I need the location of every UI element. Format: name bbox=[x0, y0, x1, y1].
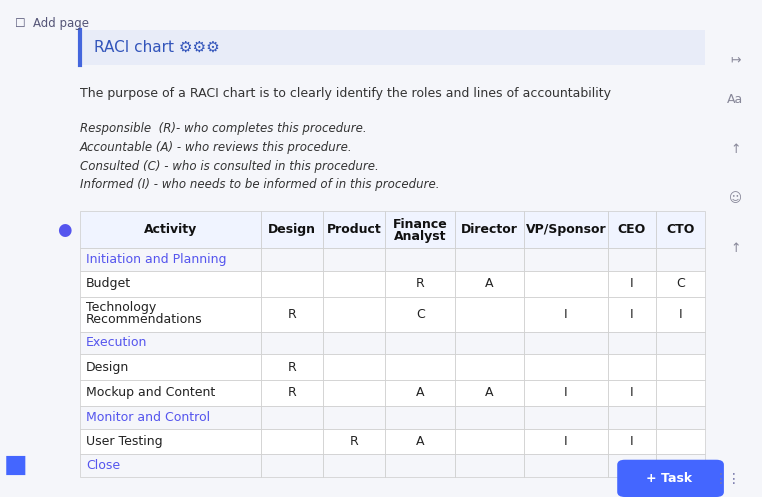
Text: I: I bbox=[630, 277, 634, 290]
Text: CTO: CTO bbox=[666, 223, 695, 236]
Text: Director: Director bbox=[461, 223, 518, 236]
Text: CEO: CEO bbox=[618, 223, 646, 236]
Text: Activity: Activity bbox=[144, 223, 197, 236]
Text: RACI chart ⚙️⚙️⚙️: RACI chart ⚙️⚙️⚙️ bbox=[94, 40, 219, 55]
Text: ●: ● bbox=[57, 221, 72, 239]
Text: I: I bbox=[679, 308, 682, 321]
Text: A: A bbox=[485, 277, 494, 290]
Text: I: I bbox=[630, 308, 634, 321]
Text: A: A bbox=[416, 435, 424, 448]
Text: Product: Product bbox=[327, 223, 382, 236]
Text: I: I bbox=[564, 308, 568, 321]
Text: ↑: ↑ bbox=[730, 242, 741, 255]
Text: C: C bbox=[676, 277, 685, 290]
Text: Finance: Finance bbox=[393, 218, 447, 231]
Text: Aa: Aa bbox=[727, 93, 744, 106]
Text: Consulted (C) - who is consulted in this procedure.: Consulted (C) - who is consulted in this… bbox=[80, 160, 379, 172]
Text: Execution: Execution bbox=[86, 336, 148, 349]
Text: Mockup and Content: Mockup and Content bbox=[86, 387, 216, 400]
Text: Analyst: Analyst bbox=[394, 230, 447, 243]
Text: Monitor and Control: Monitor and Control bbox=[86, 411, 210, 424]
Text: ■: ■ bbox=[3, 453, 27, 477]
Text: Initiation and Planning: Initiation and Planning bbox=[86, 253, 226, 266]
Text: Budget: Budget bbox=[86, 277, 131, 290]
Text: I: I bbox=[630, 387, 634, 400]
Text: R: R bbox=[416, 277, 424, 290]
Text: R: R bbox=[350, 435, 359, 448]
Text: Accountable (A) - who reviews this procedure.: Accountable (A) - who reviews this proce… bbox=[80, 141, 353, 154]
Text: + Task: + Task bbox=[646, 472, 692, 485]
Text: Informed (I) - who needs to be informed of in this procedure.: Informed (I) - who needs to be informed … bbox=[80, 178, 440, 191]
Text: VP/Sponsor: VP/Sponsor bbox=[526, 223, 607, 236]
Text: The purpose of a RACI chart is to clearly identify the roles and lines of accoun: The purpose of a RACI chart is to clearl… bbox=[80, 87, 611, 100]
Text: User Testing: User Testing bbox=[86, 435, 163, 448]
Text: Responsible  (R)- who completes this procedure.: Responsible (R)- who completes this proc… bbox=[80, 122, 367, 135]
Text: ☺: ☺ bbox=[728, 192, 742, 205]
Text: R: R bbox=[287, 387, 296, 400]
Text: A: A bbox=[416, 387, 424, 400]
Text: Close: Close bbox=[86, 459, 120, 472]
Text: ☐  Add page: ☐ Add page bbox=[15, 17, 89, 30]
Text: A: A bbox=[485, 387, 494, 400]
Text: R: R bbox=[287, 361, 296, 374]
Text: Design: Design bbox=[267, 223, 315, 236]
Text: ↑: ↑ bbox=[730, 143, 741, 156]
Text: I: I bbox=[564, 435, 568, 448]
Text: R: R bbox=[287, 308, 296, 321]
Text: ↦: ↦ bbox=[730, 53, 741, 66]
Text: Recommendations: Recommendations bbox=[86, 313, 203, 326]
Text: Technology: Technology bbox=[86, 301, 156, 314]
Text: I: I bbox=[564, 387, 568, 400]
Text: ⋮⋮: ⋮⋮ bbox=[714, 472, 741, 486]
Text: C: C bbox=[416, 308, 424, 321]
Text: I: I bbox=[630, 435, 634, 448]
Text: Design: Design bbox=[86, 361, 130, 374]
